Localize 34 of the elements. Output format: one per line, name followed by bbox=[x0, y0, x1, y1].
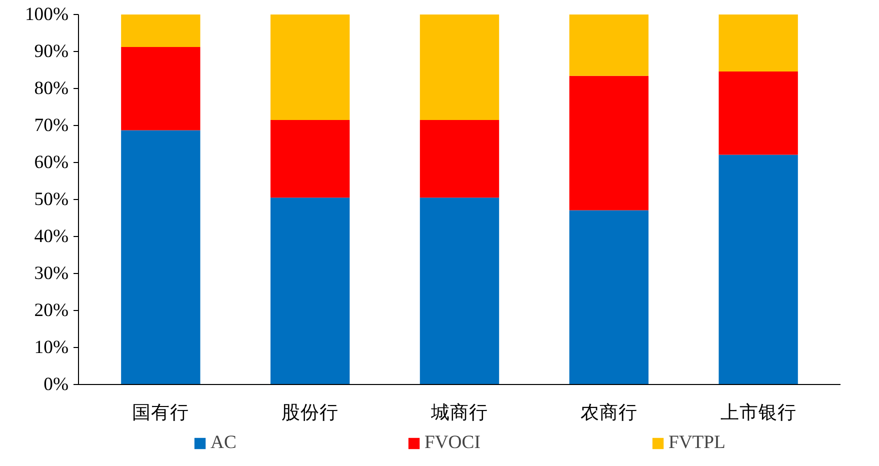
bar bbox=[569, 76, 649, 210]
bar bbox=[569, 14, 649, 76]
x-tick-label: 城商行 bbox=[430, 402, 488, 424]
y-tick-label: 80% bbox=[34, 78, 69, 99]
y-tick-label: 20% bbox=[34, 300, 69, 321]
y-tick-label: 0% bbox=[44, 374, 69, 395]
legend-label: AC bbox=[210, 432, 236, 454]
bar bbox=[270, 14, 350, 120]
y-tick-label: 50% bbox=[34, 189, 69, 210]
bar bbox=[420, 14, 500, 120]
x-tick-label: 上市银行 bbox=[720, 402, 796, 424]
x-tick-label: 股份行 bbox=[282, 402, 339, 424]
bar bbox=[420, 120, 500, 198]
legend-label: FVTPL bbox=[668, 432, 726, 454]
x-tick-label: 国有行 bbox=[132, 402, 190, 424]
y-tick-label: 30% bbox=[34, 263, 69, 284]
bar bbox=[718, 14, 798, 72]
bar bbox=[718, 154, 798, 384]
y-tick-label: 60% bbox=[34, 152, 69, 173]
y-tick-label: 10% bbox=[34, 337, 69, 358]
bar bbox=[121, 130, 200, 384]
x-tick-label: 农商行 bbox=[580, 402, 638, 424]
bar bbox=[420, 198, 500, 384]
bar bbox=[718, 71, 798, 155]
bar bbox=[270, 198, 350, 384]
y-tick-label: 70% bbox=[34, 115, 69, 136]
y-tick-label: 40% bbox=[34, 226, 69, 247]
legend-label: FVOCI bbox=[424, 432, 480, 454]
bar bbox=[121, 47, 200, 130]
y-tick-label: 90% bbox=[34, 41, 69, 62]
bar bbox=[121, 14, 200, 48]
bar bbox=[270, 120, 350, 198]
y-tick-label: 100% bbox=[24, 4, 69, 25]
bar bbox=[569, 210, 649, 384]
